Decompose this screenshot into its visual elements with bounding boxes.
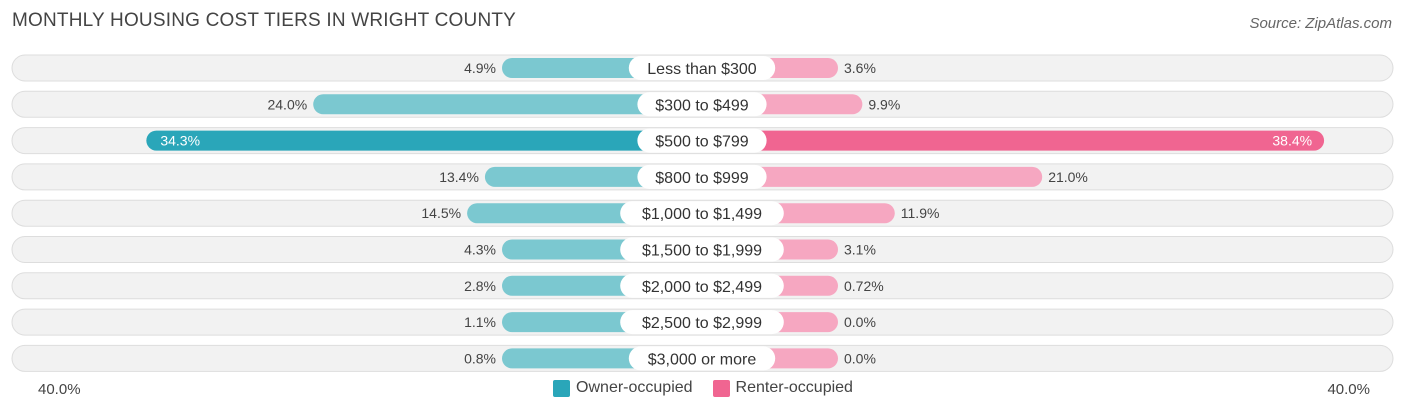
category-label: $2,000 to $2,499: [642, 279, 762, 296]
renter-value-label: 3.6%: [844, 60, 876, 76]
category-label-pill: [620, 201, 784, 226]
axis-max-label: 40.0%: [1327, 381, 1370, 398]
renter-value-label: 9.9%: [868, 96, 900, 112]
renter-bar: [702, 166, 1043, 187]
owner-value-label: 2.8%: [464, 278, 496, 294]
category-label: Less than $300: [647, 61, 757, 78]
legend: Owner-occupied Renter-occupied: [0, 379, 1406, 397]
axis-min-label: 40.0%: [38, 381, 81, 398]
legend-item-owner: Owner-occupied: [553, 379, 693, 397]
legend-item-renter: Renter-occupied: [712, 379, 853, 397]
owner-value-label: 34.3%: [160, 133, 200, 149]
owner-value-label: 1.1%: [464, 314, 496, 330]
category-label: $1,500 to $1,999: [642, 243, 762, 260]
category-label-pill: [628, 56, 776, 80]
owner-value-label: 14.5%: [421, 205, 461, 221]
table-row: $2,000 to $2,499 2.8% 0.72%: [11, 272, 1394, 300]
category-label: $800 to $999: [655, 170, 749, 187]
category-label-pill: [637, 128, 767, 153]
legend-swatch-owner: [553, 379, 571, 397]
owner-value-label: 4.9%: [464, 60, 496, 76]
table-row: $800 to $999 13.4% 21.0%: [11, 163, 1394, 191]
category-label-pill: [628, 346, 776, 371]
category-label-pill: [620, 273, 784, 298]
owner-value-label: 13.4%: [439, 169, 479, 185]
renter-bar: [702, 130, 1325, 151]
renter-value-label: 3.1%: [844, 242, 876, 258]
table-row: $3,000 or more 0.8% 0.0%: [11, 344, 1394, 372]
category-label: $1,000 to $1,499: [642, 206, 762, 223]
category-label: $300 to $499: [655, 97, 749, 114]
category-label-pill: [620, 310, 784, 335]
legend-swatch-renter: [712, 379, 730, 397]
source-label: Source: ZipAtlas.com: [1249, 15, 1392, 32]
table-row: $300 to $499 24.0% 9.9%: [11, 90, 1394, 118]
table-row: Less than $300 4.9% 3.6%: [11, 54, 1394, 82]
table-row: $500 to $799 34.3% 38.4%: [11, 127, 1394, 155]
owner-bar: [313, 94, 702, 115]
category-label: $3,000 or more: [648, 351, 757, 368]
renter-value-label: 11.9%: [901, 205, 940, 221]
renter-value-label: 21.0%: [1048, 169, 1088, 185]
table-row: $1,500 to $1,999 4.3% 3.1%: [11, 236, 1394, 263]
owner-value-label: 0.8%: [464, 350, 496, 366]
legend-label-renter: Renter-occupied: [735, 379, 853, 396]
category-label: $500 to $799: [655, 134, 749, 151]
category-label-pill: [637, 164, 767, 189]
category-label: $2,500 to $2,999: [642, 315, 762, 332]
legend-label-owner: Owner-occupied: [576, 379, 693, 396]
renter-value-label: 0.0%: [844, 350, 876, 366]
category-label-pill: [637, 92, 767, 117]
table-row: $1,000 to $1,499 14.5% 11.9%: [11, 199, 1394, 227]
owner-value-label: 4.3%: [464, 242, 496, 258]
owner-bar: [146, 130, 703, 151]
chart-title: MONTHLY HOUSING COST TIERS IN WRIGHT COU…: [12, 10, 517, 31]
renter-value-label: 38.4%: [1272, 133, 1312, 149]
renter-value-label: 0.0%: [844, 314, 876, 330]
table-row: $2,500 to $2,999 1.1% 0.0%: [11, 308, 1394, 336]
renter-value-label: 0.72%: [844, 278, 884, 294]
category-label-pill: [620, 237, 784, 262]
owner-value-label: 24.0%: [267, 96, 307, 112]
